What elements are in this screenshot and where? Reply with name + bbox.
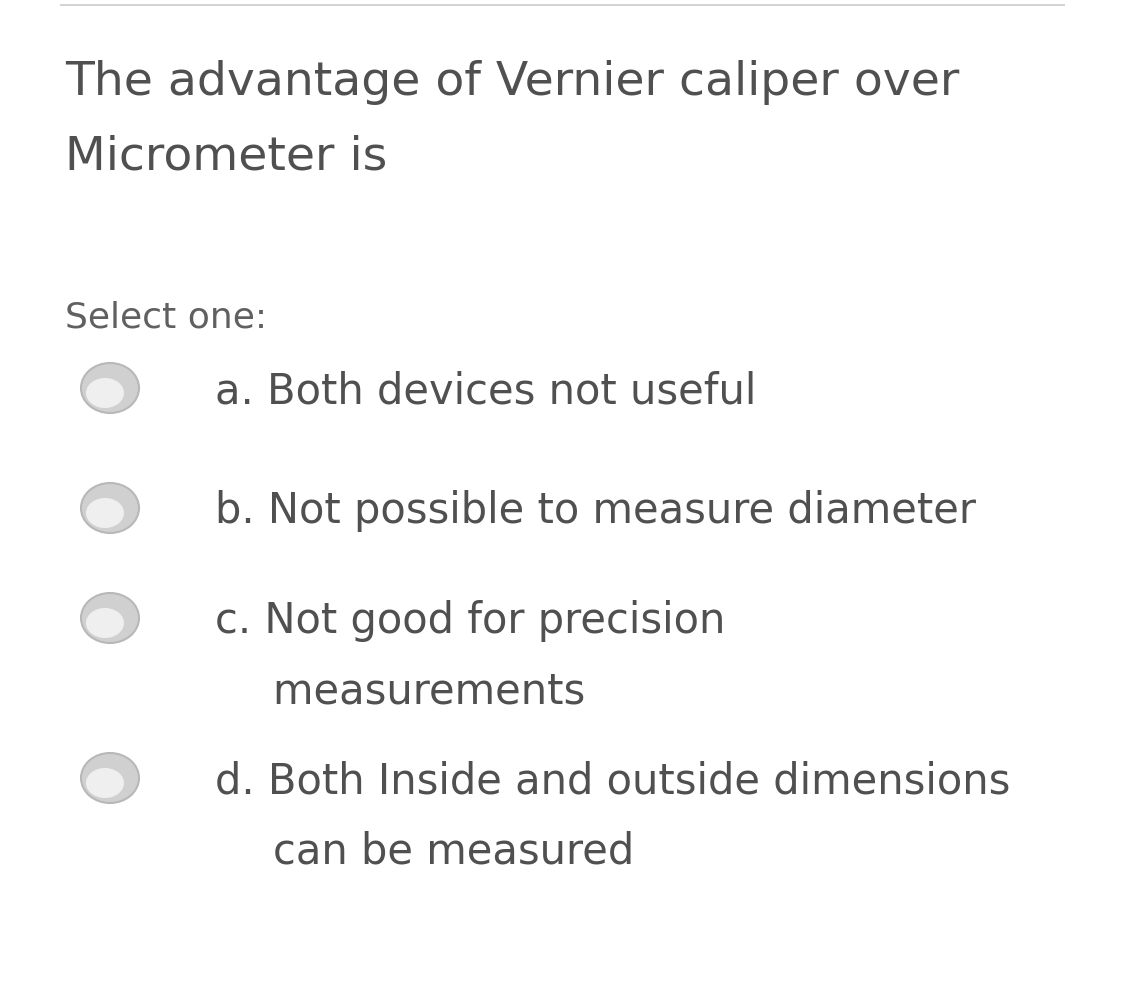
Ellipse shape	[81, 483, 140, 533]
Text: measurements: measurements	[220, 670, 585, 712]
Text: can be measured: can be measured	[220, 830, 634, 872]
Ellipse shape	[81, 363, 140, 413]
Text: Micrometer is: Micrometer is	[65, 135, 387, 180]
Text: d. Both Inside and outside dimensions: d. Both Inside and outside dimensions	[215, 760, 1010, 802]
Text: Select one:: Select one:	[65, 300, 267, 334]
Ellipse shape	[81, 593, 140, 643]
Ellipse shape	[86, 608, 124, 638]
Ellipse shape	[86, 378, 124, 408]
Ellipse shape	[81, 753, 140, 803]
Text: b. Not possible to measure diameter: b. Not possible to measure diameter	[215, 490, 976, 532]
Text: a. Both devices not useful: a. Both devices not useful	[215, 370, 756, 412]
Ellipse shape	[86, 768, 124, 798]
Text: c. Not good for precision: c. Not good for precision	[215, 600, 726, 642]
Ellipse shape	[86, 498, 124, 528]
Text: The advantage of Vernier caliper over: The advantage of Vernier caliper over	[65, 60, 960, 105]
